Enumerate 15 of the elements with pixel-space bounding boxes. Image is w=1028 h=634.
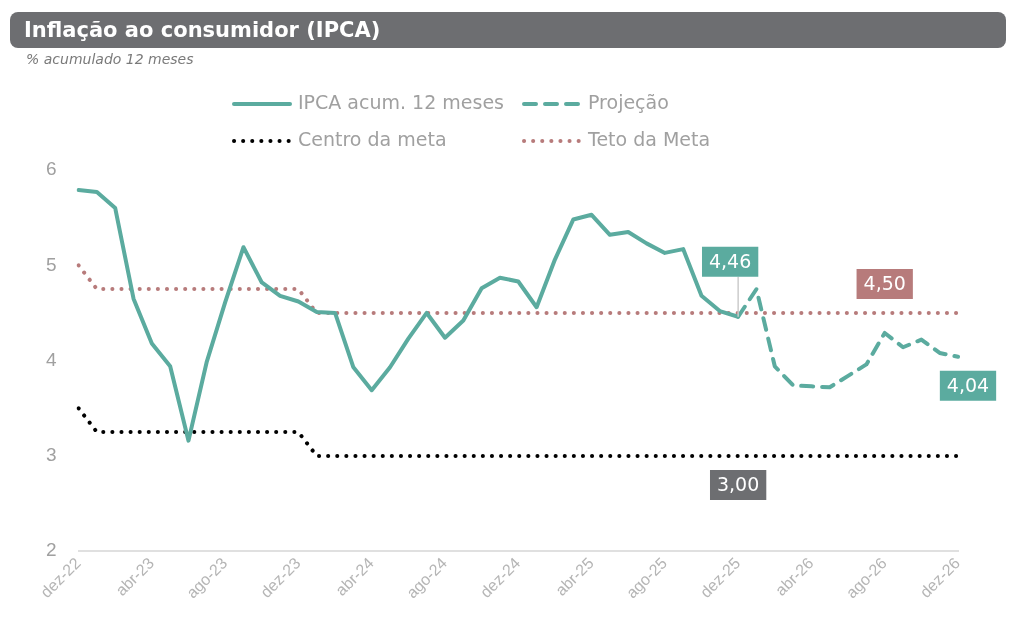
y-tick-label: 4 bbox=[45, 348, 57, 370]
data-label: 4,50 bbox=[863, 271, 906, 294]
chart-title: Inflação ao consumidor (IPCA) bbox=[10, 12, 1006, 48]
data-label: 3,00 bbox=[716, 472, 760, 495]
data-label: 4,04 bbox=[946, 373, 990, 396]
legend-label: Centro da meta bbox=[298, 127, 447, 150]
y-tick-label: 5 bbox=[45, 253, 57, 275]
y-tick-label: 6 bbox=[45, 158, 57, 180]
y-tick-label: 3 bbox=[45, 444, 57, 466]
chart-subtitle: % acumulado 12 meses bbox=[26, 51, 194, 67]
legend-label: Projeção bbox=[588, 90, 669, 113]
data-label: 4,46 bbox=[708, 249, 752, 272]
legend-label: IPCA acum. 12 meses bbox=[298, 90, 504, 113]
y-tick-label: 2 bbox=[45, 539, 57, 561]
legend-label: Teto da Meta bbox=[587, 127, 711, 150]
